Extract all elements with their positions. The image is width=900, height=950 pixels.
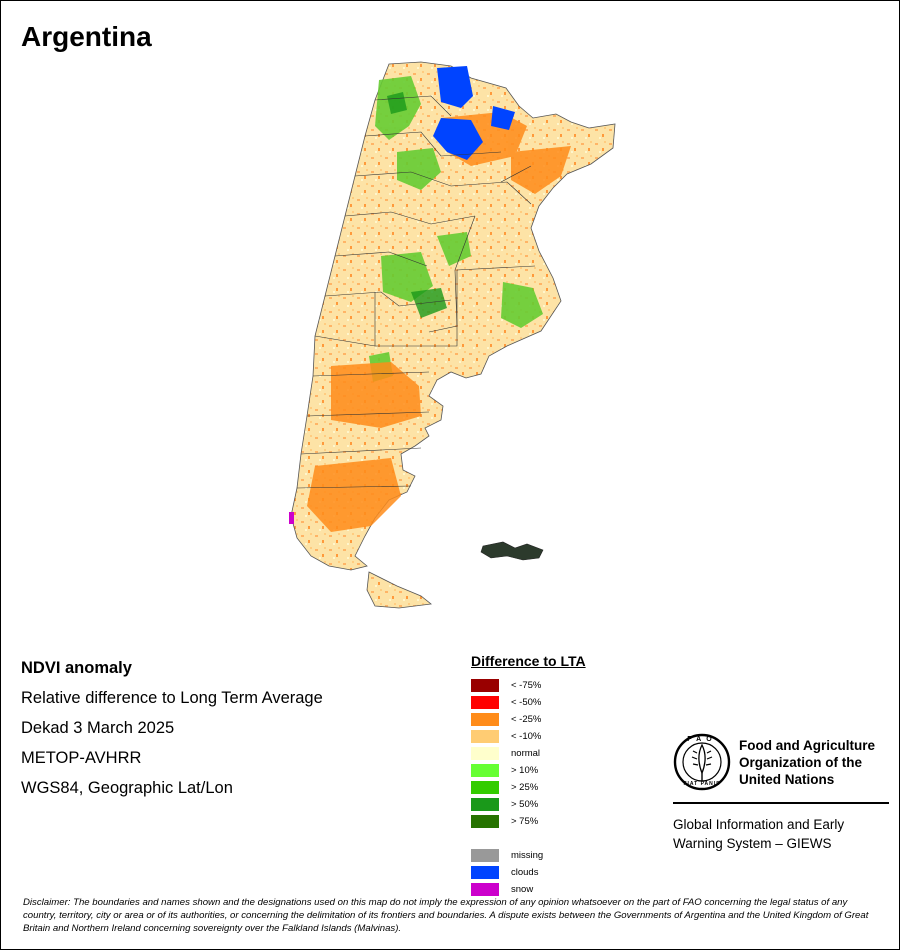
legend-swatch [471, 679, 499, 692]
fao-divider [673, 802, 889, 804]
negative-anomaly-areas [307, 112, 571, 532]
legend: Difference to LTA < -75% < -50% < -25% < -1… [471, 653, 586, 896]
legend-swatch [471, 713, 499, 726]
cloud-areas [433, 66, 515, 160]
legend-title: Difference to LTA [471, 653, 586, 669]
fao-name-line-2: Organization of the [739, 755, 862, 770]
tierra-del-fuego-shape [366, 571, 432, 609]
falkland-islands-shape [480, 541, 544, 561]
class-legend-item: > 75% [471, 815, 538, 828]
legend-swatch [471, 798, 499, 811]
fao-name-line-3: United Nations [739, 772, 835, 787]
legend-label: missing [511, 850, 544, 861]
fao-logo-motto: FIAT PANIS [683, 781, 721, 787]
legend-label: < -10% [511, 731, 542, 742]
class-legend-item: > 25% [471, 781, 538, 794]
legend-swatch [471, 781, 499, 794]
disclaimer-text: Disclaimer: The boundaries and names sho… [23, 897, 869, 934]
fao-name-line-1: Food and Agriculture [739, 738, 875, 753]
product-description: Relative difference to Long Term Average [21, 689, 323, 707]
class-legend-item: < -50% [471, 696, 541, 709]
legend-swatch [471, 815, 499, 828]
province-boundaries [296, 95, 536, 489]
fao-logo-icon [673, 733, 731, 791]
time-period: Dekad 3 March 2025 [21, 719, 175, 737]
legend-label: clouds [511, 867, 539, 878]
legend-swatch [471, 883, 499, 896]
strong-positive-areas [387, 92, 447, 318]
class-legend-item: > 50% [471, 798, 538, 811]
fao-logo-letters: FAO [687, 736, 717, 743]
legend-swatch [471, 696, 499, 709]
map-info: NDVI anomaly Relative difference to Long… [21, 657, 323, 807]
legend-label: < -75% [511, 680, 542, 691]
legend-label: > 10% [511, 765, 539, 776]
legend-label: > 75% [511, 816, 539, 827]
argentina-ndvi-map [289, 61, 616, 609]
extra-legend-item: missing [471, 849, 543, 862]
legend-label: < -50% [511, 697, 542, 708]
legend-swatch [471, 866, 499, 879]
legend-swatch [471, 730, 499, 743]
snow-area [289, 512, 294, 524]
class-legend-item: normal [471, 747, 540, 760]
legend-label: normal [511, 748, 541, 759]
sensor-name: METOP-AVHRR [21, 749, 142, 767]
class-legend-item: < -25% [471, 713, 541, 726]
product-name: NDVI anomaly [21, 659, 132, 677]
giews-line-2: Warning System – GIEWS [673, 836, 832, 851]
legend-label: snow [511, 884, 534, 895]
legend-label: > 25% [511, 782, 539, 793]
legend-label: > 50% [511, 799, 539, 810]
legend-label: < -25% [511, 714, 542, 725]
giews-name: Global Information and Early Warning Sys… [673, 815, 893, 853]
map-title: Argentina [21, 21, 152, 52]
extra-legend-item: snow [471, 883, 533, 896]
legend-swatch [471, 764, 499, 777]
legend-swatch [471, 849, 499, 862]
legend-swatch [471, 747, 499, 760]
projection-info: WGS84, Geographic Lat/Lon [21, 779, 233, 797]
fao-name: Food and Agriculture Organization of the… [739, 737, 899, 788]
extra-legend-item: clouds [471, 866, 538, 879]
giews-line-1: Global Information and Early [673, 817, 845, 832]
class-legend-item: < -10% [471, 730, 541, 743]
class-legend-item: < -75% [471, 679, 541, 692]
class-legend-item: > 10% [471, 764, 538, 777]
